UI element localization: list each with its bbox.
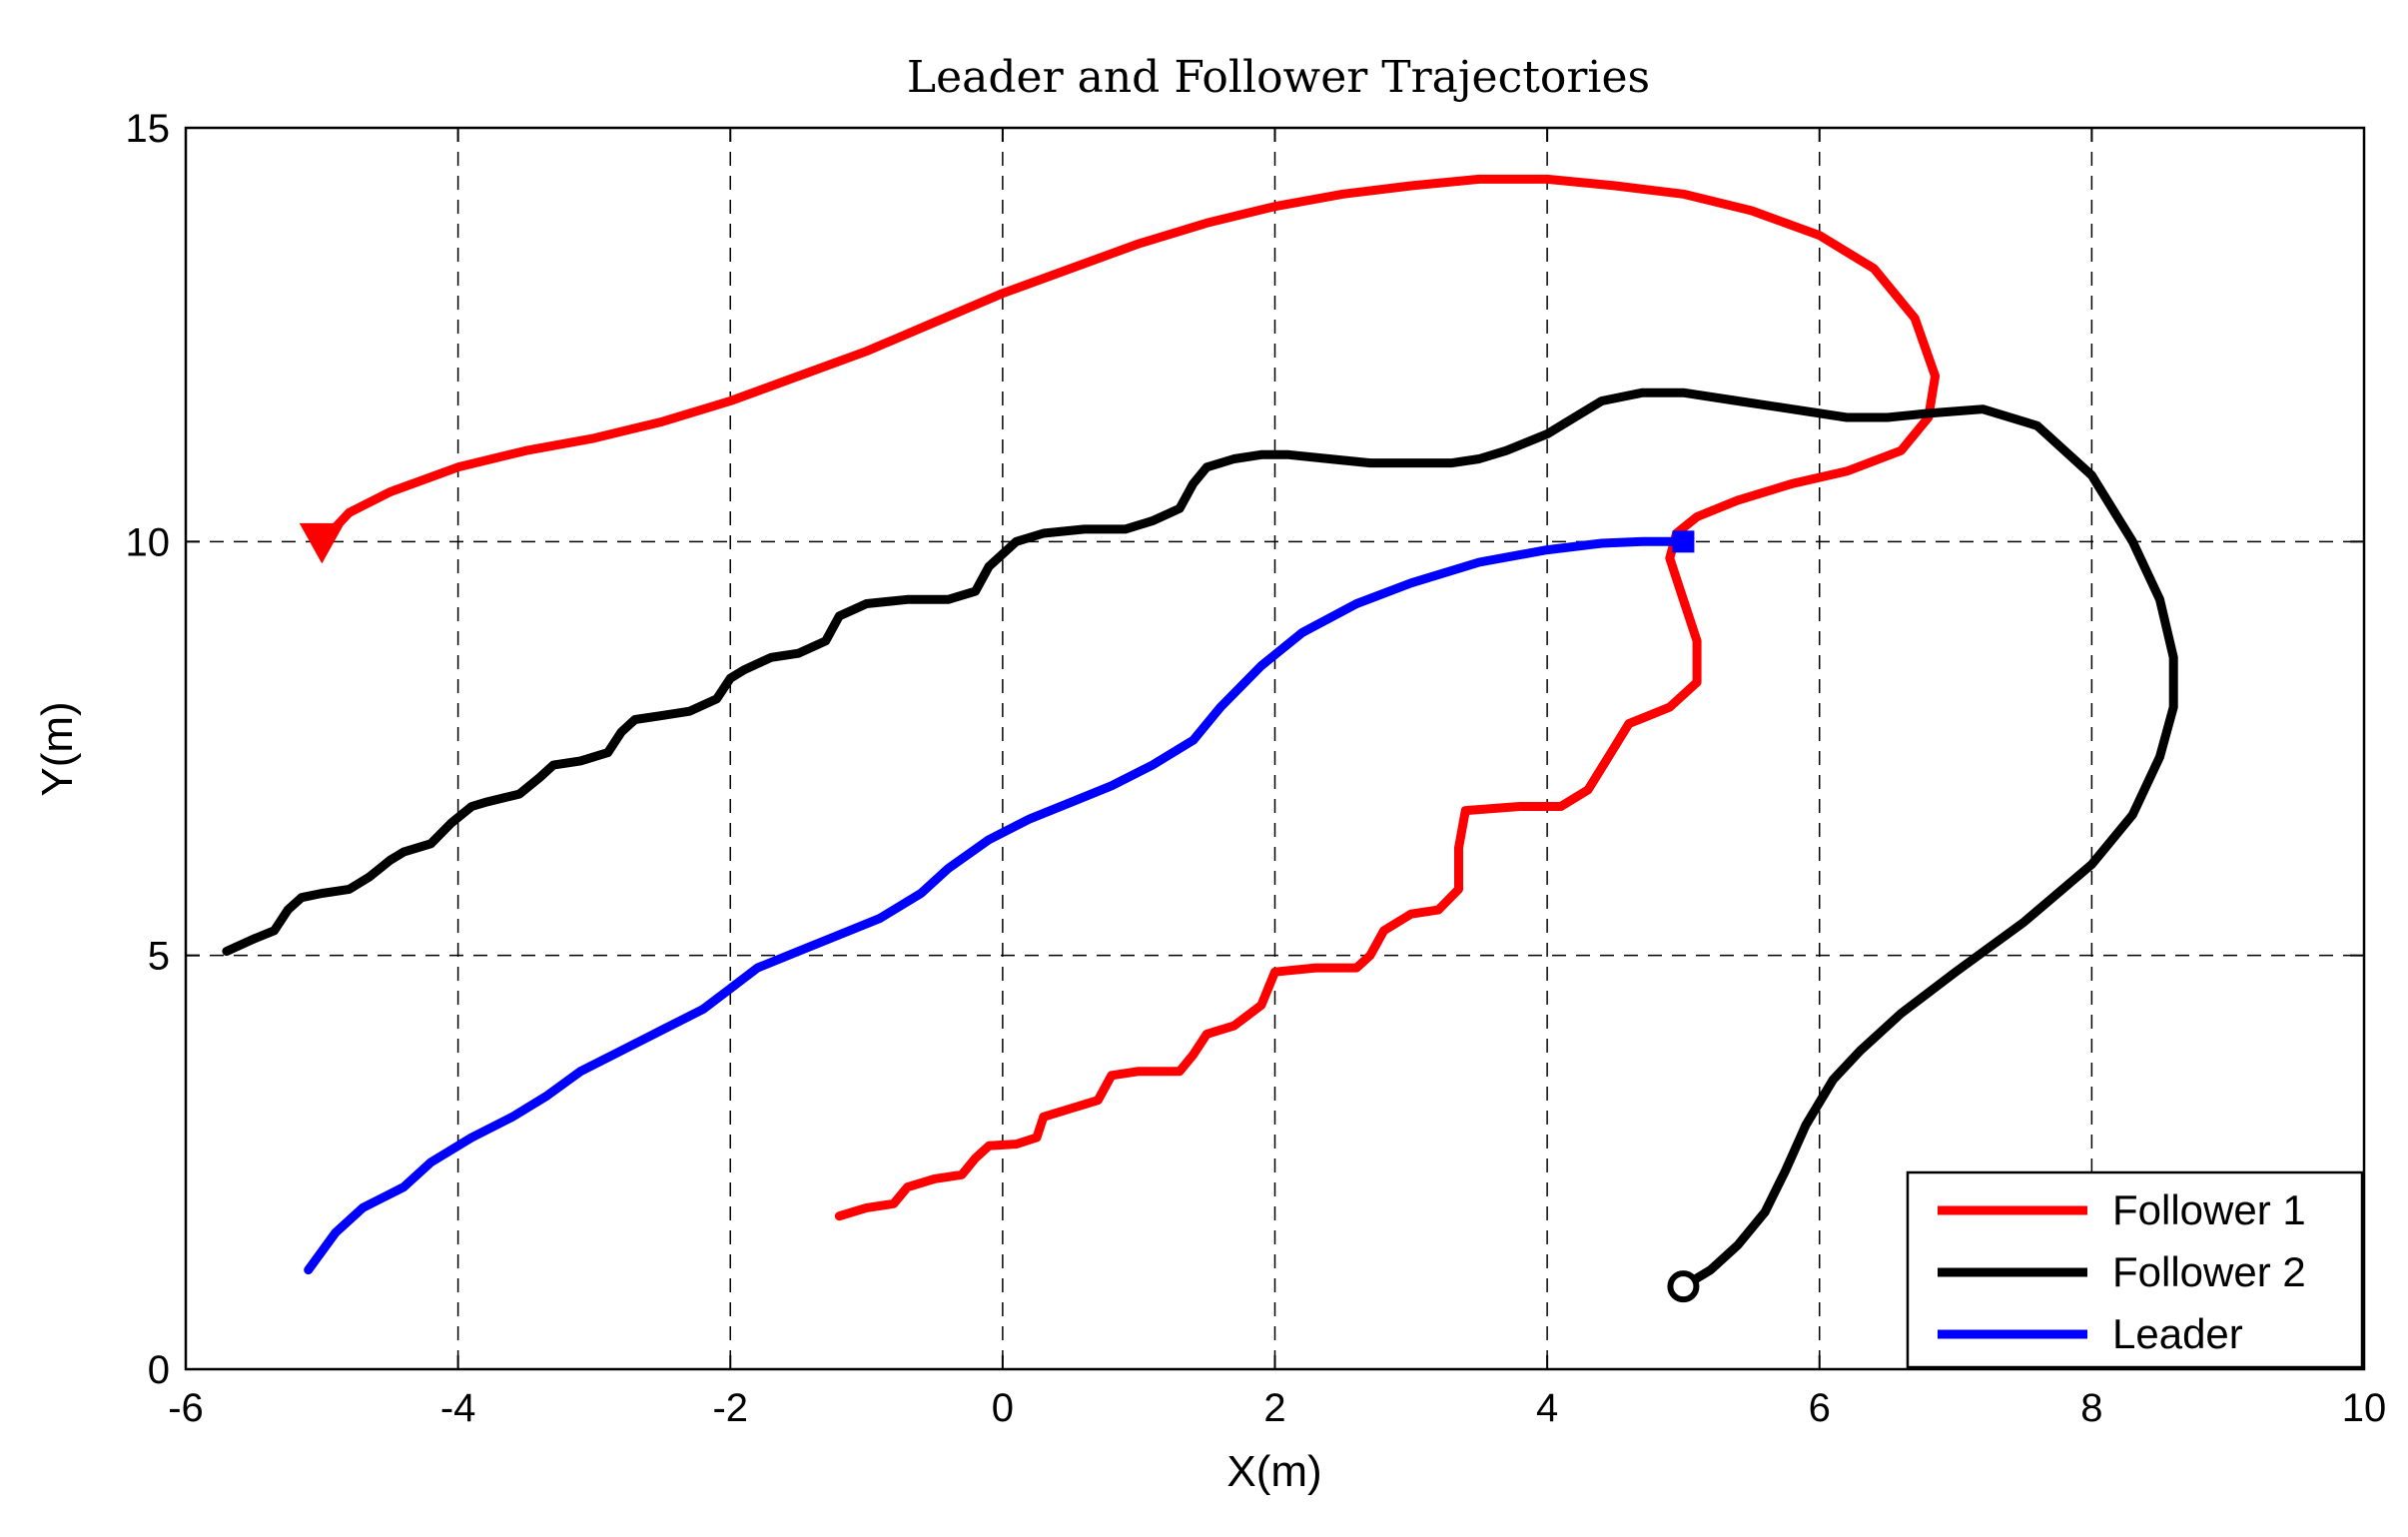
start-marker-follower-1 [299, 522, 345, 564]
y-tick-label: 10 [126, 520, 171, 564]
series-line-follower-1 [317, 174, 1941, 1221]
x-axis-label: X(m) [1226, 1447, 1321, 1496]
start-marker-leader [1672, 530, 1695, 553]
y-axis-label: Y(m) [33, 701, 82, 796]
legend-label-leader: Leader [2112, 1310, 2243, 1357]
series-line-follower-2 [222, 387, 2178, 1291]
legend-label-follower-1: Follower 1 [2112, 1186, 2306, 1233]
legend-label-follower-2: Follower 2 [2112, 1248, 2306, 1295]
chart-title: Leader and Follower Trajectories [907, 52, 1650, 103]
x-tick-label: 2 [1263, 1386, 1285, 1430]
legend: Follower 1 Follower 2 Leader [1906, 1170, 2364, 1369]
x-tick-label: 10 [2342, 1386, 2387, 1430]
x-tick-label: -2 [712, 1386, 748, 1430]
series-line-leader [304, 536, 1688, 1275]
x-tick-label: -6 [168, 1386, 204, 1430]
start-marker-follower-2 [1667, 1270, 1700, 1303]
y-tick-label: 5 [148, 935, 170, 979]
x-tick-label: 4 [1536, 1386, 1558, 1430]
y-tick-label: 15 [126, 107, 171, 151]
x-tick-label: 0 [992, 1386, 1014, 1430]
x-tick-label: -4 [440, 1386, 476, 1430]
axis-ticks: -6 -4 -2 0 2 4 6 8 10 0 5 10 15 [126, 107, 2387, 1430]
grid-lines [186, 128, 2364, 1369]
x-tick-label: 8 [2080, 1386, 2102, 1430]
x-tick-label: 6 [1809, 1386, 1831, 1430]
y-tick-label: 0 [148, 1348, 170, 1392]
series-lines [222, 174, 2178, 1303]
